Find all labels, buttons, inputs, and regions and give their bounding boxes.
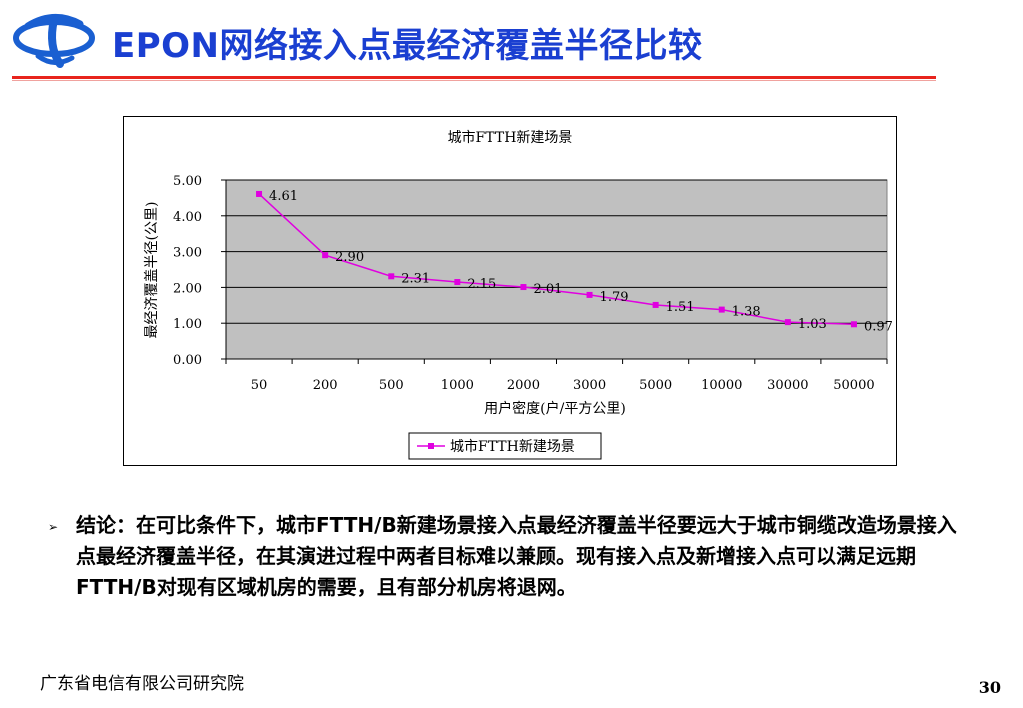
data-label: 2.31 — [401, 271, 430, 286]
data-label: 1.79 — [600, 290, 629, 305]
x-tick-label: 50 — [251, 378, 268, 393]
x-axis-label: 用户密度(户/平方公里) — [484, 400, 626, 417]
data-label: 2.15 — [467, 277, 496, 292]
x-tick-label: 200 — [313, 378, 338, 393]
title-divider — [12, 76, 936, 79]
y-tick-label: 5.00 — [173, 174, 202, 189]
y-tick-label: 3.00 — [173, 246, 202, 261]
data-point — [520, 284, 527, 291]
chart-frame: 城市FTTH新建场景 0.00 1.00 2.00 3.00 4.00 5.00 50 200… — [123, 116, 897, 466]
plot-background — [225, 179, 888, 360]
data-point — [586, 291, 593, 298]
series-line — [258, 193, 854, 326]
data-label: 0.97 — [864, 319, 893, 334]
data-point — [718, 306, 725, 313]
data-label: 1.03 — [798, 317, 827, 332]
legend-label: 城市FTTH新建场景 — [450, 438, 575, 455]
plot-area: 0.00 1.00 2.00 3.00 4.00 5.00 50 200 500 1000 2000… — [173, 174, 893, 393]
legend: 城市FTTH新建场景 — [408, 432, 602, 460]
data-label: 1.38 — [732, 305, 761, 320]
data-point — [256, 190, 263, 197]
title-divider-shadow — [12, 80, 936, 81]
x-tick-label: 3000 — [573, 378, 606, 393]
data-point — [388, 273, 395, 280]
slide-title: EPON网络接入点最经济覆盖半径比较 — [112, 26, 703, 66]
line-chart: 城市FTTH新建场景 0.00 1.00 2.00 3.00 4.00 5.00 50 200… — [123, 116, 897, 466]
x-tick-label: 5000 — [639, 378, 672, 393]
data-label: 1.51 — [666, 300, 695, 315]
x-tick-label: 500 — [379, 378, 404, 393]
x-tick-label: 1000 — [441, 378, 474, 393]
y-axis-label: 最经济覆盖半径(公里) — [144, 202, 160, 339]
data-point — [850, 321, 857, 328]
legend-marker — [428, 443, 434, 449]
footer-organization: 广东省电信有限公司研究院 — [40, 674, 244, 694]
chart-title: 城市FTTH新建场景 — [448, 129, 573, 146]
y-tick-label: 4.00 — [173, 210, 202, 225]
y-tick-label: 0.00 — [173, 353, 202, 368]
y-tick-label: 1.00 — [173, 317, 202, 332]
data-label: 2.01 — [533, 282, 562, 297]
data-point — [454, 279, 461, 286]
data-point — [322, 252, 329, 259]
data-point — [652, 301, 659, 308]
data-point — [784, 319, 791, 326]
conclusion-paragraph: 结论：在可比条件下，城市FTTH/B新建场景接入点最经济覆盖半径要远大于城市铜缆… — [76, 513, 957, 599]
x-tick-label: 50000 — [833, 378, 874, 393]
x-tick-label: 2000 — [507, 378, 540, 393]
x-tick-label: 30000 — [767, 378, 808, 393]
x-tick-label: 10000 — [701, 378, 742, 393]
page-number: 30 — [978, 678, 1001, 697]
bullet-arrow-icon: ➢ — [48, 520, 59, 534]
data-label: 4.61 — [269, 189, 298, 204]
company-logo — [13, 14, 95, 68]
conclusion-text: ➢ 结论：在可比条件下，城市FTTH/B新建场景接入点最经济覆盖半径要远大于城市… — [48, 510, 962, 603]
data-label: 2.90 — [335, 250, 364, 265]
y-tick-label: 2.00 — [173, 281, 202, 296]
